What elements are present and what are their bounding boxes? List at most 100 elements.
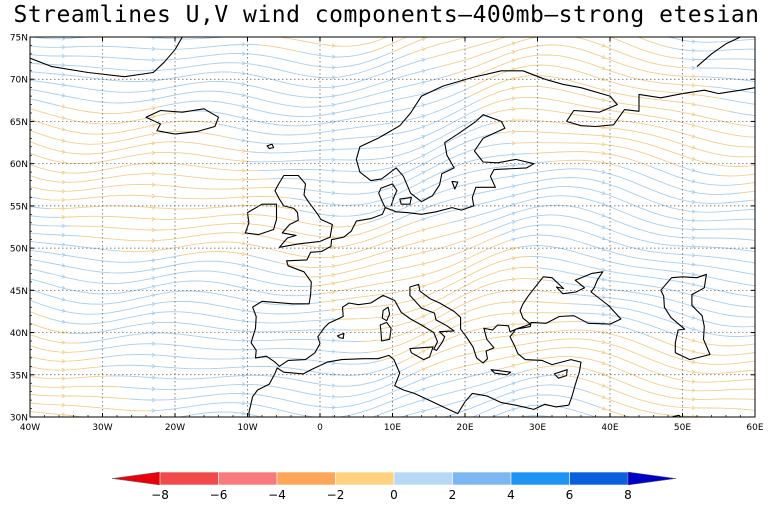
colorbar-label: 0 [390, 488, 398, 502]
streamline-positive [30, 168, 751, 223]
streamline-negative [30, 277, 551, 335]
colorbar-swatch [569, 471, 629, 486]
lon-tick-label: 60E [746, 423, 763, 433]
streamline-negative [429, 37, 681, 60]
streamline-negative [559, 374, 755, 411]
lon-tick-label: 30W [92, 423, 112, 433]
streamline-positive [99, 320, 651, 377]
streamline-negative [20, 436, 773, 475]
streamline-positive [110, 366, 411, 388]
coast-mallorca [336, 332, 345, 340]
streamline-positive [30, 204, 755, 264]
coast-faroes [266, 143, 275, 150]
streamline-negative [299, 230, 491, 278]
streamline-negative [59, 54, 711, 115]
coast-kola [544, 78, 755, 128]
streamline-positive [30, 214, 755, 278]
streamline-negative [319, 239, 511, 295]
lat-tick-label: 50N [10, 245, 28, 255]
streamline-negative [409, 37, 671, 55]
lat-tick-label: 45N [10, 287, 28, 297]
streamline-positive [99, 312, 681, 366]
streamline-positive [30, 142, 721, 196]
streamline-negative [30, 299, 571, 355]
streamline-negative [69, 221, 391, 240]
coast-novaya-zemlya [696, 37, 741, 68]
streamline-positive [249, 108, 481, 154]
map-axes: 40W 30W 20W 10W 0 10E 20E 30E 40E 50E 60E 30N 35N 40N… [10, 34, 764, 434]
streamline-negative [30, 85, 751, 145]
streamline-positive [89, 303, 755, 354]
coast-north-africa [248, 354, 569, 417]
lon-tick-label: 40E [601, 423, 618, 433]
streamline-negative [30, 118, 755, 175]
streamline-negative [30, 338, 755, 390]
streamline-negative [30, 96, 755, 155]
streamline-positive [189, 87, 755, 127]
coast-caspian [660, 273, 711, 361]
grid-lines [30, 37, 755, 417]
streamline-positive [229, 99, 755, 145]
coast-crete [490, 369, 512, 376]
streamline-negative [389, 37, 430, 54]
streamline-positive [30, 74, 755, 108]
streamline-positive [249, 113, 491, 163]
map-title: Streamlines U,V wind components–400mb–st… [13, 2, 760, 28]
streamline-negative [439, 37, 691, 69]
coastlines [30, 37, 755, 417]
streamline-positive [129, 369, 451, 410]
lat-tick-label: 35N [10, 371, 28, 381]
streamline-positive [30, 186, 755, 238]
streamline-negative [30, 129, 755, 185]
streamline-positive [30, 195, 755, 252]
streamline-negative [30, 288, 561, 345]
colorbar-arrow-left [111, 471, 161, 486]
streamline-positive [30, 42, 371, 59]
streamline-positive [79, 292, 755, 344]
colorbar-swatch [276, 471, 336, 486]
streamline-negative [589, 391, 716, 417]
streamline-positive [30, 65, 755, 99]
streamline-positive [30, 57, 755, 90]
colorbar-swatch [159, 471, 219, 486]
colorbar-label: −6 [210, 488, 228, 502]
streamline-positive [30, 37, 229, 41]
lat-tick-label: 70N [10, 76, 28, 86]
streamline-negative [309, 234, 501, 287]
colorbar-arrow-right [627, 471, 677, 486]
lat-tick-label: 75N [10, 34, 28, 44]
lon-tick-label: 20E [456, 423, 473, 433]
coast-greenland [30, 37, 183, 78]
coast-scandinavia [355, 70, 545, 215]
streamlines [20, 37, 773, 475]
colorbar: −8 −6 −4 −2 0 2 4 6 8 [111, 471, 677, 502]
coast-sardinia [379, 321, 392, 342]
streamline-positive [219, 95, 755, 136]
streamline-negative [449, 44, 701, 79]
colorbar-label: 2 [449, 488, 457, 502]
lat-tick-label: 55N [10, 202, 28, 212]
streamline-negative [30, 311, 755, 364]
lon-tick-label: 0 [317, 423, 323, 433]
colorbar-swatch [393, 471, 453, 486]
coast-sicily [409, 346, 434, 361]
coast-iceland [145, 108, 220, 135]
lat-tick-label: 65N [10, 118, 28, 128]
streamline-negative [30, 107, 755, 165]
streamline-positive [471, 394, 601, 417]
streamline-positive [30, 161, 741, 218]
colorbar-swatch [335, 471, 395, 486]
streamline-positive [491, 404, 597, 417]
streamline-negative [30, 266, 541, 320]
colorbar-label: −8 [151, 488, 169, 502]
streamline-negative [30, 321, 755, 373]
lon-tick-label: 10E [384, 423, 401, 433]
colorbar-swatch [218, 471, 278, 486]
lon-tick-label: 20W [165, 423, 185, 433]
streamline-negative [39, 150, 755, 203]
colorbar-label: 4 [507, 488, 515, 502]
streamline-negative [179, 224, 481, 269]
coast-atlantic-europe [250, 207, 622, 406]
streamline-negative [30, 356, 755, 412]
